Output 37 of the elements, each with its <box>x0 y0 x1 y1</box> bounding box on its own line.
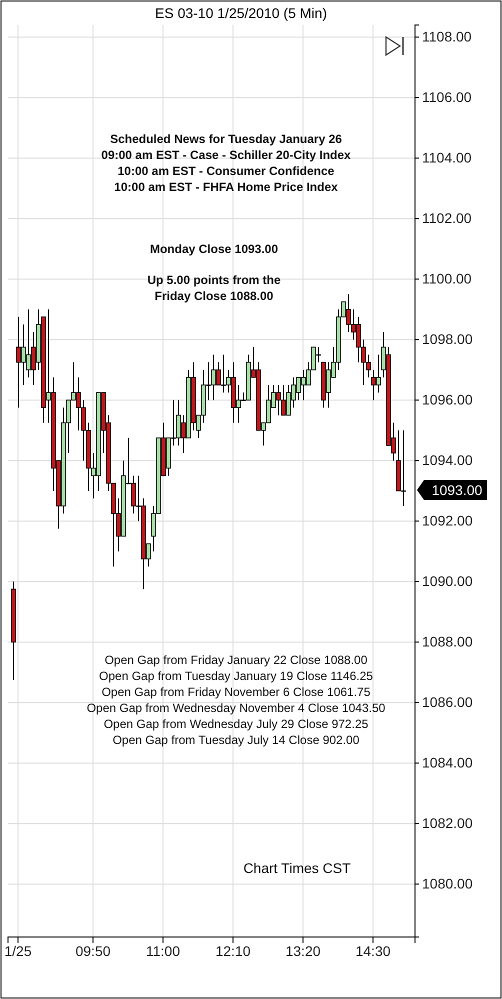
x-tick-label: 14:30 <box>355 942 391 959</box>
annotation: Friday Close 1088.00 <box>154 289 274 303</box>
y-tick-label: 1100.00 <box>422 270 472 287</box>
y-tick-label: 1102.00 <box>422 210 472 226</box>
y-tick-label: 1082.00 <box>422 815 473 832</box>
annotation: 10:00 am EST - FHFA Home Price Index <box>114 180 338 194</box>
x-tick-label: 09:50 <box>75 942 111 959</box>
x-tick-label: 1/25 <box>4 942 32 959</box>
annotation: Chart Times CST <box>243 860 352 876</box>
y-tick-label: 1092.00 <box>422 512 473 529</box>
annotation: Open Gap from Friday November 6 Close 1061.75 <box>102 685 371 699</box>
x-tick-label: 12:10 <box>215 942 251 959</box>
x-tick-label: 11:00 <box>146 942 180 959</box>
chart-title: ES 03-10 1/25/2010 (5 Min) <box>155 5 327 21</box>
text: 1093.00 <box>432 482 483 498</box>
y-tick-label: 1080.00 <box>422 876 473 892</box>
y-tick-label: 1084.00 <box>422 754 473 771</box>
annotation: Open Gap from Tuesday July 14 Close 902.00 <box>112 733 360 747</box>
annotation: Monday Close 1093.00 <box>150 242 278 256</box>
annotation: Up 5.00 points from the <box>147 273 281 287</box>
annotation: Open Gap from Tuesday January 19 Close 1146.25 <box>99 669 374 683</box>
y-tick-label: 1106.00 <box>422 89 472 106</box>
y-tick-label: 1108.00 <box>422 28 472 45</box>
annotation: 09:00 am EST - Case - Schiller 20-City Index <box>101 148 352 162</box>
y-tick-label: 1098.00 <box>422 331 473 348</box>
x-tick-label: 13:20 <box>285 942 321 959</box>
y-tick-label: 1088.00 <box>422 634 473 650</box>
y-tick-label: 1090.00 <box>422 573 473 590</box>
annotation: Open Gap from Wednesday July 29 Close 972.25 <box>104 717 369 731</box>
annotation: Open Gap from Friday January 22 Close 1088.00 <box>104 653 368 667</box>
y-tick-label: 1086.00 <box>422 694 473 710</box>
annotation: 10:00 am EST - Consumer Confidence <box>118 164 335 178</box>
annotation: Scheduled News for Tuesday January 26 <box>110 132 342 146</box>
y-tick-label: 1094.00 <box>422 452 473 468</box>
y-tick-label: 1104.00 <box>422 150 472 166</box>
y-tick-label: 1096.00 <box>422 392 473 408</box>
annotation: Open Gap from Wednesday November 4 Close 1043.50 <box>86 701 386 715</box>
